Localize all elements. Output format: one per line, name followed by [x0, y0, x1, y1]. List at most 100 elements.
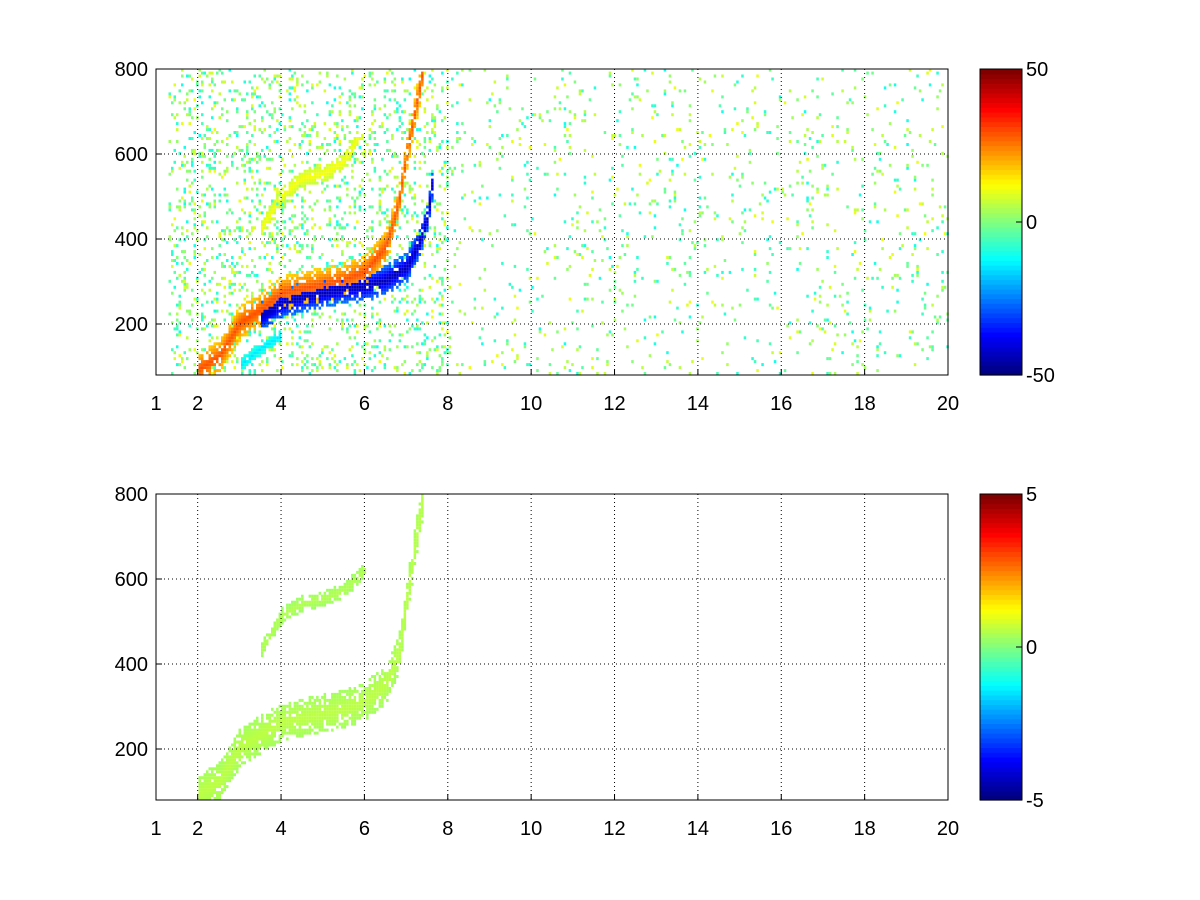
heatmap-cell	[293, 300, 297, 304]
heatmap-cell	[348, 579, 352, 583]
heatmap-cell	[281, 618, 284, 622]
heatmap-cell	[853, 241, 857, 245]
heatmap-cell	[438, 312, 442, 316]
heatmap-cell	[391, 226, 394, 230]
heatmap-cell	[818, 285, 822, 289]
heatmap-cell	[913, 363, 917, 367]
heatmap-cell	[261, 312, 264, 316]
heatmap-cell	[506, 86, 509, 90]
heatmap-cell	[341, 321, 344, 325]
heatmap-cell	[388, 270, 392, 274]
heatmap-cell	[206, 791, 209, 795]
heatmap-cell	[801, 181, 804, 185]
heatmap-cell	[331, 591, 334, 595]
heatmap-cell	[286, 315, 289, 319]
heatmap-cell	[311, 704, 314, 708]
heatmap-cell	[266, 166, 269, 170]
heatmap-cell	[276, 232, 279, 236]
heatmap-cell	[383, 244, 387, 248]
heatmap-cell	[431, 131, 434, 134]
heatmap-cell	[418, 360, 422, 364]
heatmap-cell	[388, 339, 392, 343]
heatmap-cell	[231, 351, 234, 355]
heatmap-cell	[238, 327, 241, 331]
heatmap-cell	[308, 728, 312, 732]
heatmap-cell	[308, 270, 312, 274]
heatmap-cell	[658, 169, 662, 173]
heatmap-cell	[231, 211, 234, 215]
heatmap-cell	[441, 140, 444, 143]
heatmap-cell	[203, 794, 206, 797]
heatmap-cell	[738, 184, 742, 188]
heatmap-cell	[343, 591, 347, 595]
heatmap-cell	[353, 285, 357, 289]
heatmap-cell	[233, 264, 236, 268]
heatmap-cell	[323, 169, 327, 173]
heatmap-cell	[408, 372, 412, 375]
heatmap-cell	[263, 300, 266, 304]
heatmap-cell	[268, 291, 271, 295]
heatmap-cell	[316, 166, 319, 170]
heatmap-cell	[206, 324, 209, 328]
heatmap-cell	[313, 594, 317, 598]
heatmap-cell	[423, 107, 427, 111]
heatmap-cell	[806, 157, 809, 161]
heatmap-cell	[231, 773, 234, 777]
heatmap-cell	[791, 116, 794, 120]
heatmap-cell	[816, 267, 819, 271]
heatmap-cell	[936, 107, 939, 111]
heatmap-cell	[378, 318, 382, 322]
heatmap-cell	[891, 285, 894, 289]
heatmap-cell	[346, 689, 349, 693]
heatmap-cell	[593, 259, 597, 262]
heatmap-cell	[236, 270, 239, 274]
heatmap-cell	[283, 297, 287, 301]
heatmap-cell	[206, 163, 209, 167]
heatmap-cell	[396, 235, 399, 239]
heatmap-cell	[433, 83, 437, 87]
colorbar-swatch	[980, 351, 1022, 357]
heatmap-cell	[406, 294, 409, 298]
heatmap-cell	[331, 282, 334, 286]
heatmap-cell	[758, 202, 762, 206]
heatmap-cell	[191, 232, 194, 236]
heatmap-cell	[263, 740, 266, 744]
heatmap-cell	[201, 220, 204, 224]
heatmap-cell	[481, 327, 484, 331]
heatmap-cell	[326, 285, 329, 289]
heatmap-cell	[273, 348, 276, 352]
heatmap-cell	[236, 330, 239, 334]
heatmap-cell	[433, 205, 437, 209]
heatmap-cell	[601, 235, 604, 239]
heatmap-cell	[343, 151, 347, 155]
heatmap-cell	[691, 68, 694, 72]
heatmap-cell	[438, 369, 442, 373]
heatmap-cell	[398, 199, 402, 203]
heatmap-cell	[281, 707, 284, 711]
heatmap-cell	[266, 740, 269, 744]
heatmap-cell	[578, 372, 582, 375]
heatmap-cell	[336, 205, 339, 209]
heatmap-cell	[663, 151, 667, 155]
heatmap-cell	[211, 770, 214, 774]
heatmap-cell	[703, 196, 707, 200]
heatmap-cell	[488, 145, 492, 149]
heatmap-cell	[253, 752, 256, 756]
heatmap-cell	[421, 244, 424, 248]
heatmap-cell	[768, 68, 772, 72]
heatmap-cell	[263, 728, 266, 732]
heatmap-cell	[218, 791, 221, 795]
heatmap-cell	[516, 306, 519, 310]
heatmap-cell	[351, 573, 354, 577]
heatmap-cell	[346, 588, 349, 592]
heatmap-cell	[333, 226, 337, 230]
heatmap-cell	[413, 160, 417, 164]
heatmap-cell	[268, 294, 271, 298]
heatmap-cell	[346, 273, 349, 277]
heatmap-cell	[711, 143, 714, 146]
heatmap-cell	[348, 205, 352, 209]
heatmap-cell	[303, 134, 307, 137]
heatmap-cell	[361, 178, 364, 182]
heatmap-cell	[181, 83, 184, 87]
heatmap-cell	[246, 339, 249, 343]
